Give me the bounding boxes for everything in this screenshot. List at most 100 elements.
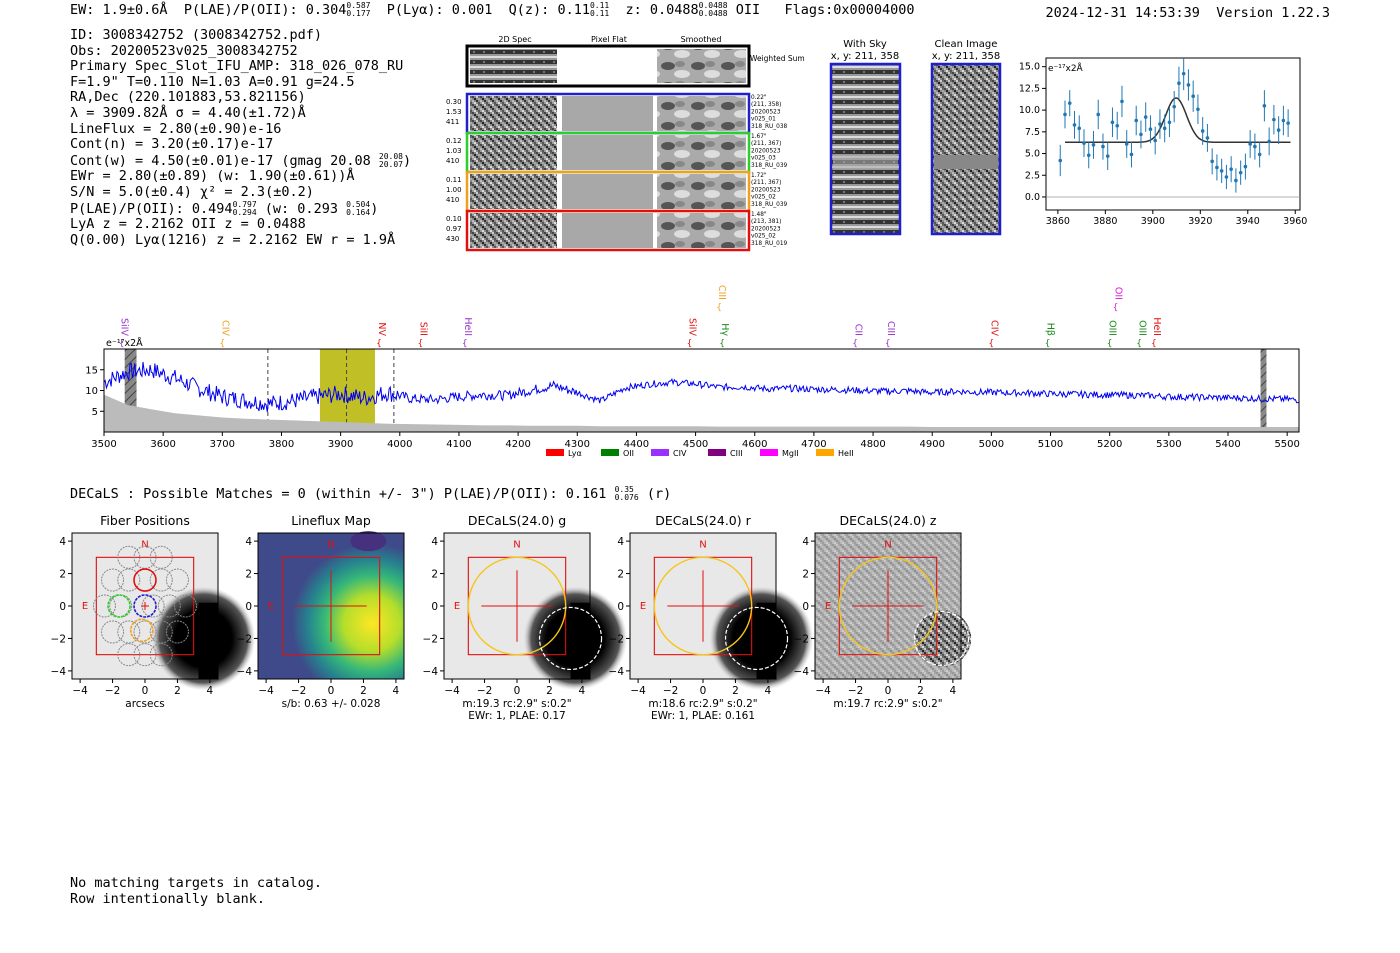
panel-xtick-label-1-3: 2	[360, 685, 367, 697]
gmag-close: )	[402, 152, 412, 169]
spectrum-xtick-label-8: 4300	[565, 439, 590, 450]
zoom-ytick-label-1: 2.5	[1025, 170, 1040, 181]
line-label-5: CIII	[716, 285, 727, 300]
fiber-circle-15	[133, 620, 157, 644]
fiber-circle-17	[165, 620, 189, 644]
panel-xtick-label-2-2: 0	[514, 685, 521, 697]
panel-ytick-label-4-3: 2	[802, 569, 809, 581]
compass-e-0: E	[82, 601, 88, 612]
spectrum-ytick-label-1: 10	[85, 386, 98, 397]
zoom-point-47	[1281, 118, 1286, 123]
cutout-smoothed-2	[657, 174, 746, 209]
zoom-point-32	[1210, 159, 1214, 164]
compass-n-1: N	[327, 540, 334, 551]
panel-xtick-label-2-0: −4	[444, 685, 460, 697]
cutout-right-2-3: v025_02	[751, 195, 776, 201]
line-label-7: Hγ	[719, 323, 730, 336]
cutout-right-0-1: (211, 358)	[751, 102, 781, 108]
spectrum-ytick-label-2: 15	[85, 365, 98, 376]
zoom-point-25	[1177, 81, 1181, 85]
info-contn: Cont(n) = 3.20(±0.17)e-17	[70, 136, 274, 153]
fiber-circle-16	[149, 620, 173, 644]
ew-value: EW: 1.9±0.6Å	[70, 2, 168, 18]
zoom-xtick-label-5: 3960	[1283, 216, 1307, 227]
z-lo: 0.0488	[698, 9, 728, 18]
fiber-circle-19	[133, 643, 157, 667]
detection-info: ID: 3008342752 (3008342752.pdf) Obs: 202…	[70, 27, 412, 248]
zoom-point-6	[1086, 153, 1091, 158]
spectrum-xtick-label-12: 4700	[801, 439, 826, 450]
line-label-9: CIII	[885, 321, 896, 336]
info-ewr: EWr = 2.80(±0.89) (w: 1.90(±0.61))Å	[70, 168, 355, 185]
legend-label-2: CIV	[673, 449, 687, 458]
panel-xtick-label-3-1: −2	[663, 685, 678, 697]
zoom-point-15	[1129, 152, 1134, 157]
zoom-point-27	[1186, 83, 1191, 87]
line-label-bracket-4: {	[462, 339, 468, 349]
panel-xtick-label-0-3: 2	[174, 685, 181, 697]
gmag-lo: 20.07	[378, 159, 403, 169]
line-label-2: NV	[376, 322, 387, 336]
line-label-1: CIV	[219, 320, 230, 336]
cutout-right-2-4: 318_RU_039	[751, 202, 788, 208]
info-primary: Primary Spec_Slot_IFU_AMP: 318_026_078_R…	[70, 58, 404, 75]
zoom-point-0	[1058, 158, 1063, 163]
panel-xtick-label-0-4: 4	[207, 685, 214, 697]
spectrum-xtick-label-6: 4100	[446, 439, 471, 450]
legend-label-3: CIII	[730, 449, 743, 458]
cutout-left-0-2: 411	[446, 118, 459, 126]
panel-ytick-label-1-0: −4	[237, 666, 253, 678]
spectrum-xtick-label-9: 4400	[624, 439, 649, 450]
cutout-pixelflat-0	[562, 96, 653, 131]
plae-value: P(LAE)/P(OII): 0.304	[183, 2, 347, 18]
qz-lo: 0.11	[589, 9, 610, 18]
compass-n-4: N	[884, 540, 891, 551]
masked-band-0	[124, 349, 137, 432]
decals-plae-lo: 0.076	[614, 493, 639, 502]
panel-ytick-label-4-0: −4	[794, 666, 810, 678]
panel-xtick-label-1-1: −2	[291, 685, 306, 697]
zoom-xtick-label-2: 3900	[1141, 216, 1165, 227]
cutout-pixelflat-1	[562, 135, 653, 170]
line-label-15: HeII	[1151, 317, 1162, 336]
compass-n-0: N	[141, 540, 148, 551]
panel-xtick-label-3-4: 4	[765, 685, 772, 697]
line-label-14: OIII	[1136, 320, 1147, 336]
flags-value: Flags:0x00004000	[784, 2, 915, 18]
cutout-left-0-1: 1.53	[446, 108, 462, 116]
z-line: OII	[735, 2, 761, 18]
spectrum-plot-background	[104, 349, 1299, 432]
zoom-point-14	[1124, 142, 1129, 146]
line-label-8: CII	[852, 324, 863, 336]
decals-title: DECaLS : Possible Matches = 0 (within +/…	[70, 485, 671, 503]
panel-title-1: Lineflux Map	[291, 513, 371, 528]
version: Version 1.22.3	[1216, 5, 1330, 21]
cutout-right-0-4: 318_RU_038	[751, 124, 788, 130]
panel-xtick-label-1-2: 0	[328, 685, 335, 697]
info-lineflux: LineFlux = 2.80(±0.90)e-16	[70, 120, 282, 137]
clean-image-band	[934, 155, 998, 169]
decals-plae-hi: 0.35	[614, 485, 634, 494]
zoom-point-42	[1257, 152, 1262, 157]
panel-title-0: Fiber Positions	[100, 513, 190, 528]
zoom-point-28	[1191, 94, 1195, 99]
zoom-xtick-label-4: 3940	[1236, 216, 1260, 227]
cutout-right-3-3: v025_02	[751, 234, 776, 240]
info-radec: RA,Dec (220.101883,53.821156)	[70, 89, 306, 106]
fiber-circle-7	[165, 568, 189, 592]
full-spectrum-plot: e⁻¹⁷x2Å 3500 3600 3700 3800 3900 4000 4100 4200…	[85, 337, 1300, 458]
fiber-circle-3	[101, 568, 125, 592]
zoom-point-34	[1219, 169, 1224, 173]
sky-images: With Sky x, y: 211, 358 Clean Image x, y…	[829, 39, 1002, 236]
panel-caption2-3: EWr: 1, PLAE: 0.161	[651, 710, 755, 722]
panel-aperture-box-0	[95, 556, 195, 656]
zoom-point-8	[1096, 112, 1101, 117]
plae2-w-close: )	[370, 200, 379, 217]
fiber-highlight-3	[133, 594, 157, 618]
panel-ytick-label-0-1: −2	[51, 633, 66, 645]
spectrum-xtick-label-0: 3500	[91, 439, 116, 450]
zoom-point-1	[1063, 112, 1067, 117]
compass-e-2: E	[454, 601, 460, 612]
spectrum-xtick-label-10: 4500	[683, 439, 708, 450]
line-label-6: SiIV	[687, 318, 698, 336]
